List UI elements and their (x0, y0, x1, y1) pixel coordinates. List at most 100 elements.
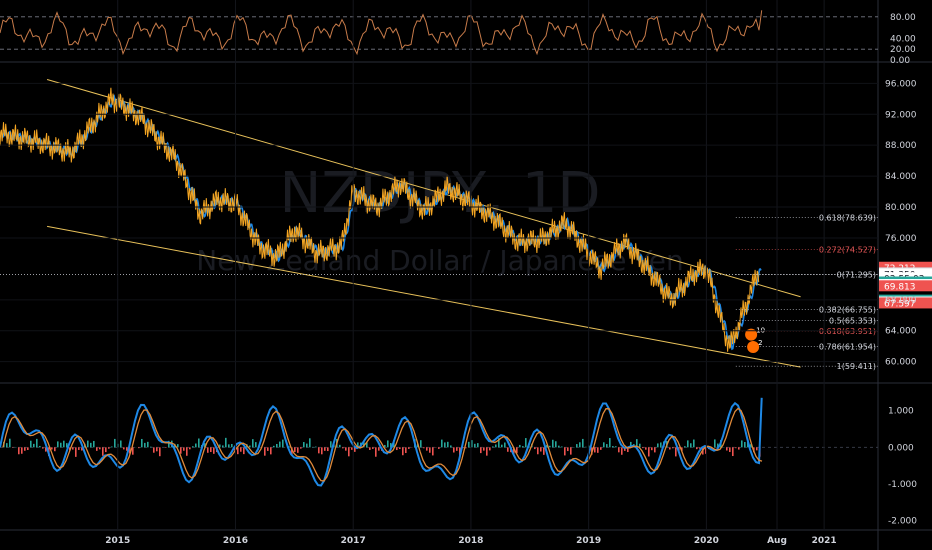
macd-tick-label: -2.000 (888, 517, 917, 527)
macd-histogram-bar (204, 443, 206, 448)
macd-histogram-bar (477, 443, 479, 448)
macd-histogram-bar (558, 445, 560, 448)
macd-histogram-bar (492, 446, 494, 448)
macd-histogram-bar (729, 447, 731, 453)
price-tick-label: 88.000 (885, 141, 917, 151)
macd-histogram-bar (54, 447, 56, 452)
rsi-tick-label: 0.00 (890, 56, 910, 66)
macd-histogram-bar (672, 447, 674, 449)
macd-histogram-bar (141, 438, 143, 448)
price-tick-label: 76.000 (885, 234, 917, 244)
macd-histogram-bar (459, 447, 461, 457)
macd-histogram-bar (345, 447, 347, 451)
time-tick-label: 2016 (223, 536, 248, 546)
macd-tick-label: 1.000 (888, 407, 914, 417)
fib-level-label: 0.786(61.954) (819, 343, 876, 352)
macd-histogram-bar (624, 447, 626, 451)
fib-level-label: 0.272(74.527) (819, 245, 876, 254)
macd-histogram-bar (645, 447, 647, 450)
macd-histogram-bar (507, 447, 509, 452)
macd-histogram-bar (150, 446, 152, 448)
time-tick-label: 2017 (341, 536, 366, 546)
macd-histogram-bar (741, 440, 743, 448)
macd-histogram-bar (129, 447, 131, 454)
price-tag-bg (879, 280, 932, 292)
price-tick-label: 84.000 (885, 172, 917, 182)
macd-histogram-bar (228, 444, 230, 448)
macd-histogram-bar (408, 447, 410, 449)
macd-histogram-bar (660, 442, 662, 448)
macd-histogram-bar (27, 447, 29, 450)
macd-histogram-bar (564, 447, 566, 456)
macd-histogram-bar (501, 444, 503, 448)
macd-histogram-bar (147, 441, 149, 448)
macd-histogram-bar (669, 447, 671, 450)
macd-histogram-bar (579, 442, 581, 448)
macd-histogram-bar (276, 443, 278, 448)
macd-histogram-bar (585, 446, 587, 448)
macd-histogram-bar (366, 442, 368, 448)
macd-histogram-bar (405, 447, 407, 453)
price-tick-label: 80.000 (885, 203, 917, 213)
price-tick-label: 68.000 (885, 296, 917, 306)
macd-histogram-bar (675, 447, 677, 457)
macd-histogram-bar (471, 440, 473, 448)
macd-histogram-bar (342, 447, 344, 449)
macd-histogram-bar (540, 447, 542, 452)
macd-histogram-bar (600, 447, 602, 450)
macd-histogram-bar (195, 443, 197, 448)
macd-histogram-bar (519, 444, 521, 448)
fib-level-label: 0.5(65.353) (829, 316, 876, 325)
macd-histogram-bar (642, 447, 644, 449)
macd-histogram-bar (315, 446, 317, 448)
macd-histogram-bar (111, 446, 113, 448)
macd-histogram-bar (690, 443, 692, 448)
macd-histogram-bar (24, 447, 26, 451)
macd-histogram-bar (552, 439, 554, 448)
macd-histogram-bar (681, 447, 683, 452)
time-tick-label: 2015 (105, 536, 130, 546)
rsi-tick-label: 40.00 (890, 34, 916, 44)
macd-histogram-bar (390, 443, 392, 448)
macd-histogram-bar (90, 442, 92, 448)
macd-histogram-bar (39, 445, 41, 448)
macd-histogram-bar (210, 447, 212, 453)
macd-histogram-bar (603, 442, 605, 448)
macd-histogram-bar (168, 440, 170, 448)
macd-histogram-bar (561, 446, 563, 448)
macd-histogram-bar (378, 447, 380, 451)
macd-histogram-bar (372, 447, 374, 449)
rsi-tick-label: 80.00 (890, 13, 916, 23)
macd-histogram-bar (654, 447, 656, 453)
macd-histogram-bar (486, 447, 488, 456)
macd-histogram-bar (567, 447, 569, 452)
macd-histogram-bar (516, 447, 518, 454)
macd-histogram-bar (60, 442, 62, 448)
macd-histogram-bar (696, 447, 698, 450)
macd-histogram-bar (9, 438, 11, 448)
macd-histogram-bar (303, 442, 305, 448)
macd-tick-label: 0.000 (888, 443, 914, 453)
macd-histogram-bar (255, 442, 257, 448)
price-line (0, 87, 760, 352)
macd-histogram-bar (483, 447, 485, 451)
macd-histogram-bar (546, 445, 548, 448)
macd-histogram-bar (387, 440, 389, 448)
macd-histogram-bar (438, 447, 440, 449)
macd-histogram-bar (234, 447, 236, 451)
macd-histogram-bar (363, 440, 365, 448)
macd-histogram-bar (51, 447, 53, 450)
price-tick-label: 92.000 (885, 110, 917, 120)
time-tick-label: 2020 (694, 536, 719, 546)
time-tick-label: Aug (767, 536, 787, 546)
macd-histogram-bar (450, 445, 452, 448)
macd-histogram-bar (99, 447, 101, 450)
macd-histogram-bar (474, 443, 476, 448)
macd-histogram-bar (429, 447, 431, 453)
macd-histogram-bar (444, 442, 446, 448)
macd-histogram-bar (153, 447, 155, 453)
macd-histogram-bar (63, 440, 65, 448)
macd-histogram-bar (294, 447, 296, 453)
macd-histogram-bar (726, 447, 728, 451)
macd-histogram-bar (609, 438, 611, 448)
